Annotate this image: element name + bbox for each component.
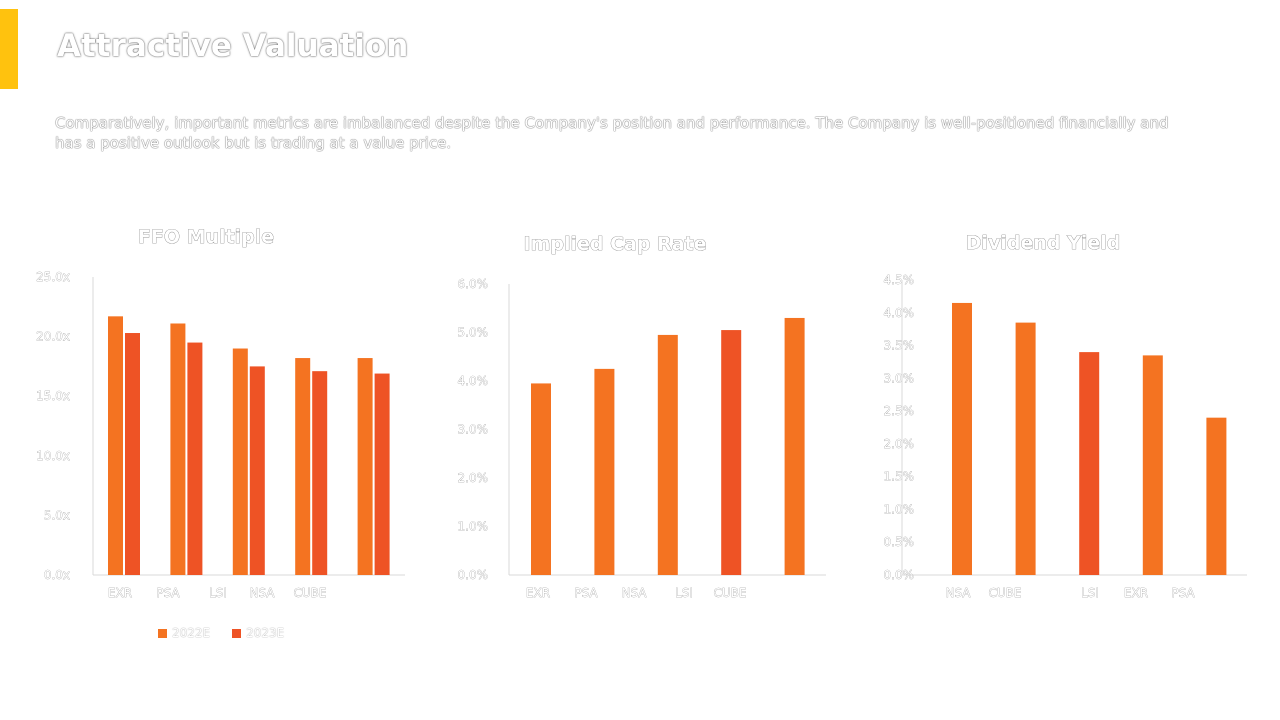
- dividend-yield-y-tick: 1.0%: [884, 502, 915, 516]
- ffo-multiple-x-label: LSI: [209, 586, 227, 600]
- ffo-multiple-title: FFO Multiple: [138, 226, 274, 248]
- ffo-multiple-bar-2023e: [312, 371, 328, 575]
- implied-cap-rate-bar: [594, 368, 615, 575]
- dividend-yield-y-tick: 0.0%: [884, 568, 915, 582]
- implied-cap-rate-y-tick: 2.0%: [458, 471, 489, 485]
- ffo-multiple-bar-2022e: [357, 358, 373, 575]
- dividend-yield-bar: [1206, 417, 1227, 575]
- ffo-multiple-y-tick: 15.0x: [36, 389, 70, 403]
- ffo-legend: 2022E 2023E: [158, 626, 284, 640]
- page-title: Attractive Valuation: [57, 28, 409, 64]
- ffo-multiple-x-label: CUBE: [294, 586, 327, 600]
- implied-cap-rate-x-label: EXR: [526, 586, 550, 600]
- ffo-multiple-bar-2022e: [108, 316, 123, 575]
- dividend-yield-y-tick: 3.0%: [884, 371, 915, 385]
- dividend-yield-bar: [1079, 352, 1100, 575]
- ffo-multiple-bar-2022e: [170, 323, 186, 575]
- ffo-multiple-bar-2023e: [249, 366, 265, 575]
- dividend-yield-y-tick: 0.5%: [884, 535, 915, 549]
- implied-cap-rate-bar: [657, 334, 678, 575]
- legend-label-2022e: 2022E: [172, 626, 211, 640]
- legend-label-2023e: 2023E: [246, 626, 285, 640]
- dividend-yield-bar: [952, 302, 972, 575]
- title-accent-bar: [0, 9, 18, 89]
- dividend-yield-title: Dividend Yield: [966, 232, 1121, 254]
- legend-item-2023e: 2023E: [232, 626, 284, 640]
- ffo-multiple-x-label: PSA: [156, 586, 180, 600]
- ffo-multiple-y-tick: 20.0x: [36, 330, 70, 344]
- ffo-multiple-bar-2022e: [232, 348, 248, 575]
- implied-cap-rate-x-label: NSA: [621, 586, 647, 600]
- dividend-yield-x-label: PSA: [1171, 586, 1195, 600]
- implied-cap-rate-bar: [531, 383, 551, 575]
- dividend-yield-x-label: LSI: [1081, 586, 1099, 600]
- dividend-yield-x-label: EXR: [1124, 586, 1148, 600]
- page-subtitle: Comparatively, important metrics are imb…: [55, 114, 1169, 152]
- implied-cap-rate-bar: [721, 330, 742, 575]
- dividend-yield-chart: Dividend Yield 0.0% 0.5% 1.0% 1.5% 2.0% 2.5% 3.…: [883, 232, 1247, 600]
- legend-item-2022e: 2022E: [158, 626, 210, 640]
- dividend-yield-x-label: NSA: [945, 586, 971, 600]
- legend-swatch-2023e: [232, 628, 242, 638]
- dividend-yield-bar: [1015, 322, 1036, 575]
- implied-cap-rate-y-tick: 0.0%: [458, 568, 489, 582]
- implied-cap-rate-y-tick: 1.0%: [458, 520, 489, 534]
- dividend-yield-y-tick: 2.0%: [884, 437, 915, 451]
- implied-cap-rate-x-label: PSA: [574, 586, 598, 600]
- dividend-yield-x-label: CUBE: [989, 586, 1022, 600]
- ffo-multiple-bar-2022e: [295, 358, 311, 575]
- dividend-yield-bar: [1142, 355, 1163, 575]
- ffo-multiple-y-tick: 5.0x: [44, 508, 70, 522]
- dividend-yield-y-tick: 3.5%: [884, 339, 915, 353]
- dividend-yield-y-tick: 1.5%: [884, 470, 915, 484]
- implied-cap-rate-y-tick: 4.0%: [458, 374, 489, 388]
- implied-cap-rate-title: Implied Cap Rate: [524, 233, 707, 255]
- dividend-yield-y-tick: 2.5%: [884, 404, 915, 418]
- ffo-multiple-x-label: NSA: [249, 586, 275, 600]
- ffo-multiple-chart: FFO Multiple 0.0x 5.0x 10.0x 15.0x 20.0x 25.0x…: [36, 226, 405, 600]
- implied-cap-rate-y-tick: 3.0%: [458, 423, 489, 437]
- implied-cap-rate-chart: Implied Cap Rate 0.0% 1.0% 2.0% 3.0% 4.0% 5.0%…: [457, 233, 826, 600]
- implied-cap-rate-bar: [784, 317, 805, 575]
- implied-cap-rate-x-label: LSI: [675, 586, 693, 600]
- ffo-multiple-bar-2023e: [125, 333, 140, 575]
- ffo-multiple-y-tick: 0.0x: [44, 568, 70, 582]
- ffo-multiple-bar-2023e: [374, 373, 390, 575]
- implied-cap-rate-y-tick: 6.0%: [458, 277, 489, 291]
- dividend-yield-y-tick: 4.5%: [884, 273, 915, 287]
- legend-swatch-2022e: [158, 628, 167, 638]
- ffo-multiple-x-label: EXR: [108, 586, 132, 600]
- dividend-yield-y-tick: 4.0%: [884, 306, 915, 320]
- ffo-multiple-y-tick: 25.0x: [36, 270, 70, 284]
- ffo-multiple-y-tick: 10.0x: [36, 449, 70, 463]
- implied-cap-rate-y-tick: 5.0%: [458, 326, 489, 340]
- ffo-multiple-bar-2023e: [187, 342, 203, 575]
- implied-cap-rate-x-label: CUBE: [714, 586, 747, 600]
